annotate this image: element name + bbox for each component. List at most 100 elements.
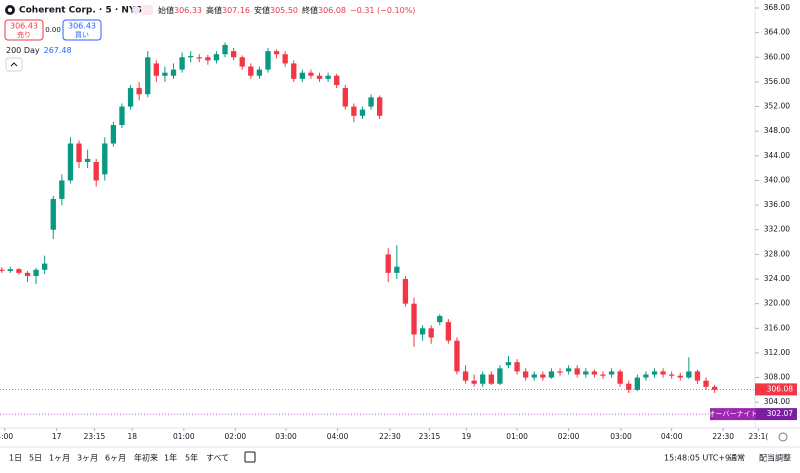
range-button[interactable]: 1年 — [164, 453, 177, 463]
candle-body — [411, 303, 417, 335]
candle-body — [437, 315, 443, 323]
candle-body — [248, 66, 254, 76]
y-tick-label: 328.00 — [764, 249, 790, 258]
clock: 15:48:05 UTC+9 — [664, 454, 730, 463]
y-tick-label: 308.00 — [764, 373, 790, 382]
range-button[interactable]: 1ヶ月 — [49, 454, 70, 463]
candle-body — [24, 272, 31, 276]
candle-body — [299, 72, 306, 79]
x-tick-label: 03:00 — [610, 432, 632, 441]
x-tick-label: 02:00 — [225, 432, 247, 441]
candle-body — [368, 97, 374, 107]
candle-body — [583, 371, 589, 375]
settings-icon[interactable] — [778, 432, 788, 442]
y-tick-label: 312.00 — [764, 348, 790, 357]
y-tick-label: 320.00 — [764, 299, 790, 308]
x-tick-label: 22:30 — [379, 432, 401, 441]
range-button[interactable]: 3ヶ月 — [77, 454, 98, 463]
candle-body — [170, 69, 177, 76]
ohlc-label: 始値 — [158, 5, 174, 15]
candle-body — [127, 88, 134, 107]
candle-body — [351, 106, 357, 116]
candle-body — [626, 383, 632, 390]
ohlc-label: 高値 — [206, 5, 222, 15]
candle-body — [677, 375, 683, 378]
x-tick-label: 17 — [52, 432, 62, 441]
candle-body — [651, 371, 658, 375]
candle-body — [402, 279, 409, 304]
x-tick-label: 04:00 — [661, 432, 683, 441]
ohlc: 始値306.33 高値307.16 安値305.50 終値306.08 −0.31 (−… — [158, 5, 415, 15]
range-button[interactable]: 年初来 — [134, 453, 158, 463]
collapse-button[interactable] — [5, 57, 23, 72]
y-tick-label: 360.00 — [764, 52, 790, 61]
x-tick-label: 01:00 — [173, 432, 195, 441]
candle-body — [213, 54, 220, 61]
range-button[interactable]: 1日 — [9, 454, 22, 463]
candle-body — [273, 51, 280, 55]
overnight-value: 302.07 — [767, 409, 793, 418]
candle-body — [59, 180, 65, 199]
candle-body — [76, 143, 82, 162]
y-tick-label: 336.00 — [764, 200, 790, 209]
collapse-icon — [10, 62, 18, 67]
ohlc-label: 終値 — [302, 5, 318, 15]
candle-body — [497, 368, 503, 384]
x-tick-label: 18 — [128, 432, 138, 441]
candle-body — [179, 57, 185, 70]
candle-body — [265, 51, 271, 70]
candle-body — [67, 143, 74, 181]
calendar-icon[interactable] — [244, 451, 256, 463]
session-toggle[interactable]: 通常 — [729, 453, 745, 463]
y-tick-label: 356.00 — [764, 77, 790, 86]
range-button[interactable]: すべて — [206, 454, 229, 463]
last-price-label: 306.08 — [767, 384, 793, 393]
candle-body — [488, 374, 494, 384]
candle-body — [600, 374, 606, 376]
candle-body — [188, 56, 194, 58]
candle-body — [462, 371, 469, 381]
sell-button[interactable] — [4, 19, 44, 41]
y-tick-label: 340.00 — [764, 175, 790, 184]
adjust-toggle[interactable]: 配当調整 — [759, 453, 791, 463]
indicator: 200 Day 267.48 — [6, 46, 72, 55]
candle-body — [419, 328, 426, 335]
candle-body — [514, 362, 520, 372]
ohlc-value: 306.08 — [318, 6, 346, 15]
candle-body — [84, 158, 91, 162]
candle-body — [548, 371, 555, 378]
candle-body — [325, 75, 331, 79]
candle-body — [230, 51, 237, 58]
overnight-tag — [710, 408, 756, 421]
range-button[interactable]: 5日 — [29, 454, 42, 463]
candle-body — [282, 54, 288, 64]
symbol-title: Coherent Corp. · 5 · NYSE — [19, 6, 148, 16]
candle-body — [686, 371, 692, 378]
range-button[interactable]: 5年 — [185, 453, 198, 463]
candle-body — [394, 266, 400, 273]
ohlc-value: 305.50 — [270, 6, 298, 15]
candle-body — [136, 88, 142, 95]
candle-body — [445, 322, 452, 341]
candle-body — [428, 328, 434, 338]
ohlc-value: 306.33 — [174, 6, 202, 15]
last-price-box — [755, 383, 797, 396]
toolbar: 1日 5日 1ヶ月 3ヶ月 6ヶ月 年初来 1年 5年 すべて — [9, 453, 229, 463]
candle-body — [291, 63, 297, 79]
range-button[interactable]: 6ヶ月 — [105, 454, 126, 463]
session-icon — [132, 6, 140, 14]
candle-body — [308, 72, 314, 76]
indicator-value: 267.48 — [44, 46, 72, 55]
candle-body — [334, 75, 340, 85]
buy-button[interactable] — [62, 19, 102, 41]
x-tick-label: 23:1( — [749, 432, 769, 441]
y-tick-label: 364.00 — [764, 28, 790, 37]
candle-body — [711, 386, 718, 390]
x-tick-label: 01:00 — [506, 432, 528, 441]
buy-price: 306.43 — [68, 22, 96, 31]
candle-body — [523, 371, 529, 378]
x-tick-label: 4:00 — [0, 432, 13, 441]
ohlc-value: 307.16 — [222, 6, 250, 15]
